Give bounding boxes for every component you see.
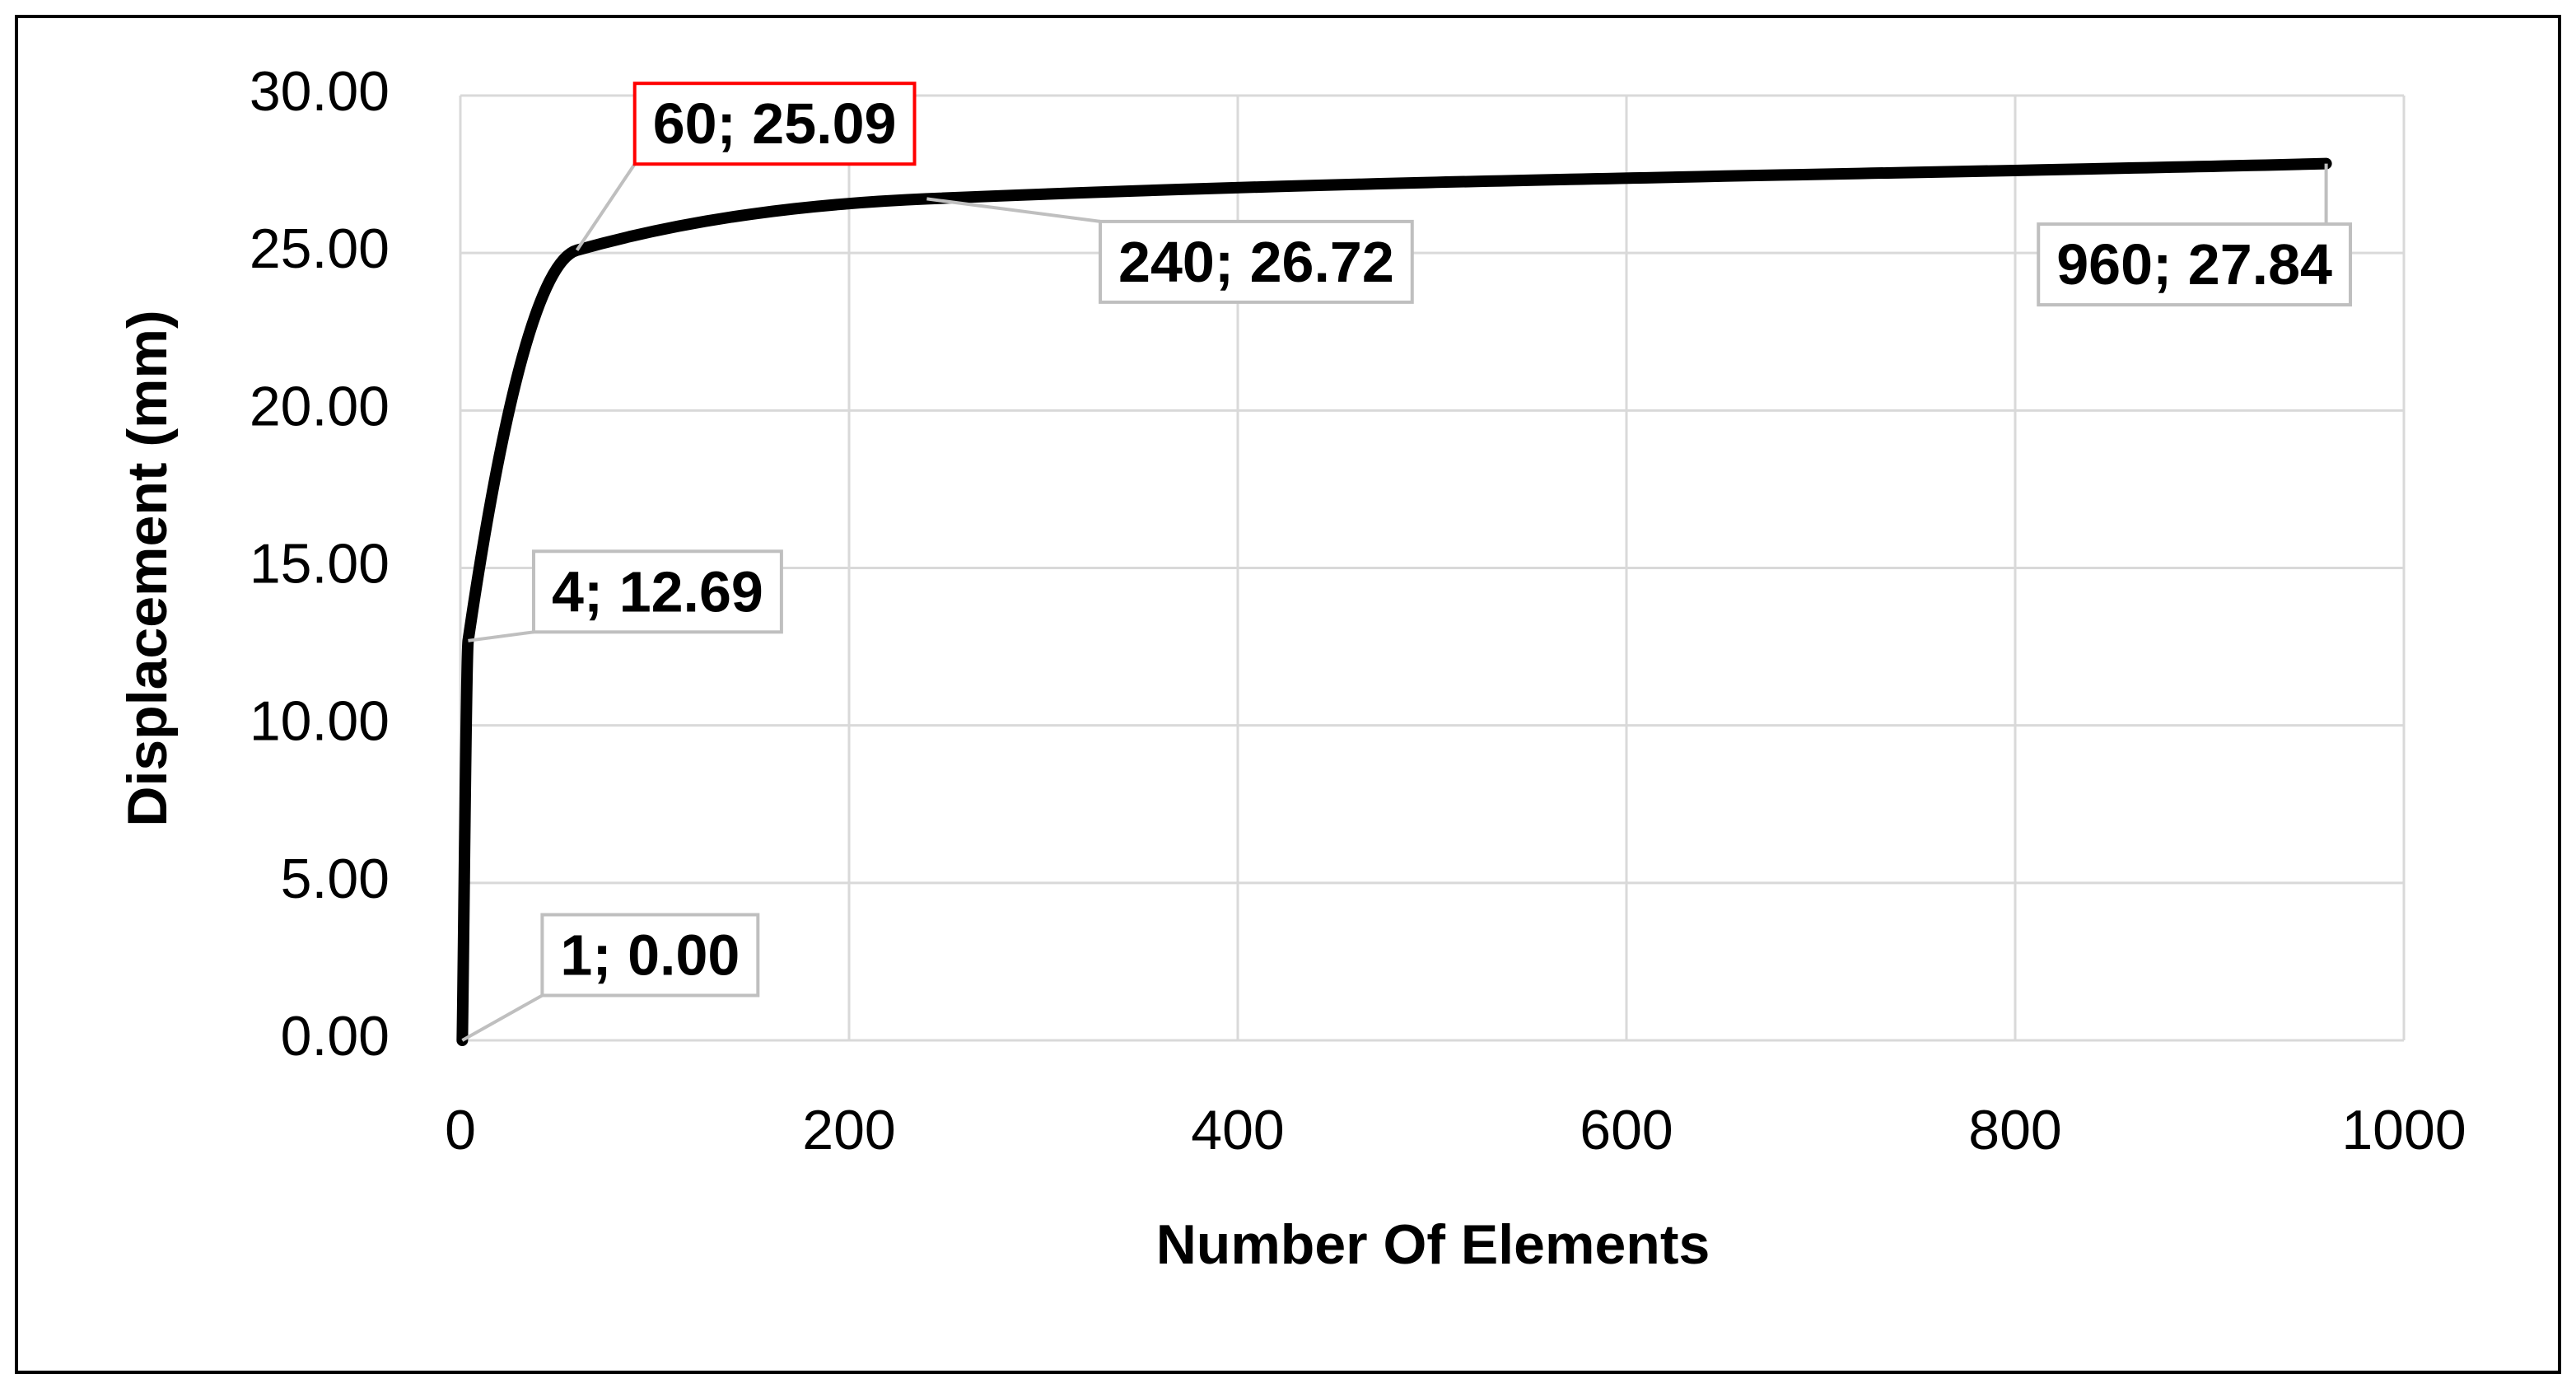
- x-tick-label: 800: [1968, 1099, 2061, 1161]
- data-line: [456, 157, 2332, 1046]
- y-axis-title: Displacement (mm): [116, 310, 179, 826]
- x-tick-label: 1000: [2341, 1099, 2466, 1161]
- leader-line: [461, 993, 544, 1042]
- y-tick-label: 30.00: [250, 60, 390, 123]
- data-label-text: 240; 26.72: [1118, 230, 1394, 294]
- y-tick-label: 20.00: [250, 375, 390, 437]
- leader-line: [468, 630, 534, 642]
- data-label-box: [632, 82, 917, 166]
- x-axis-title: Number Of Elements: [1156, 1213, 1710, 1276]
- leader-line: [926, 197, 1101, 223]
- data-label-text: 4; 12.69: [552, 559, 763, 624]
- data-label: 240; 26.72: [926, 197, 1414, 304]
- data-label: 1; 0.00: [461, 913, 760, 1042]
- leader-line: [575, 163, 637, 251]
- x-tick-label: 200: [802, 1099, 895, 1161]
- x-tick-label: 0: [445, 1099, 476, 1161]
- y-tick-label: 15.00: [250, 532, 390, 595]
- data-label-box: [2037, 222, 2353, 307]
- y-tick-label: 5.00: [281, 848, 390, 910]
- data-label-text: 60; 25.09: [653, 91, 897, 156]
- data-label: 960; 27.84: [2037, 163, 2353, 307]
- data-label-box: [532, 549, 783, 634]
- data-label-text: 1; 0.00: [560, 923, 740, 987]
- y-tick-label: 0.00: [281, 1005, 390, 1068]
- y-tick-label: 10.00: [250, 690, 390, 753]
- data-label-box: [1099, 219, 1414, 304]
- data-label-text: 960; 27.84: [2056, 232, 2332, 297]
- data-label: 4; 12.69: [468, 549, 783, 642]
- x-tick-label: 600: [1580, 1099, 1673, 1161]
- data-label-box: [540, 913, 760, 998]
- data-label: 60; 25.09: [575, 82, 917, 251]
- x-tick-label: 400: [1191, 1099, 1284, 1161]
- y-tick-label: 25.00: [250, 217, 390, 280]
